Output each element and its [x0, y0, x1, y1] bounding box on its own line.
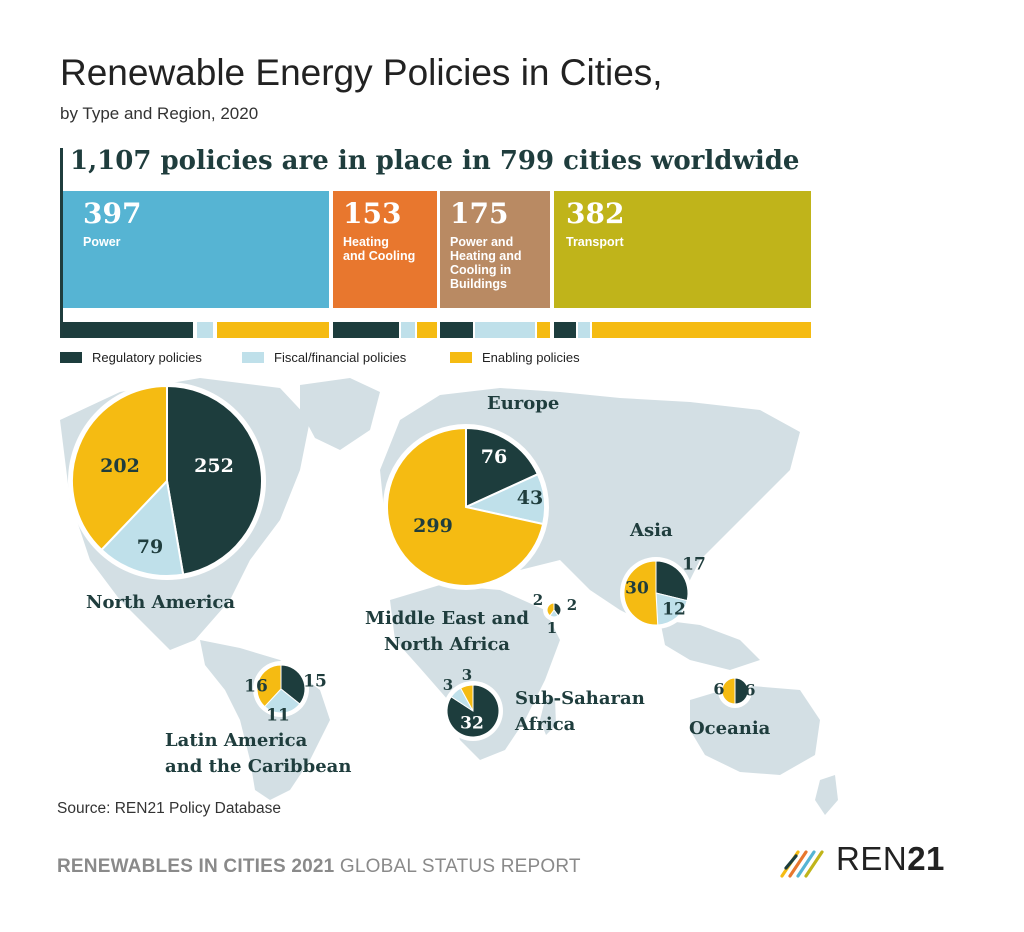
region-label-oceania: Oceania — [689, 718, 771, 739]
legend-swatch — [242, 352, 264, 363]
pie-value-regulatory: 76 — [481, 446, 507, 468]
pie-value-enabling: 202 — [100, 455, 140, 477]
category-value: 175 — [450, 197, 509, 230]
pie-slice-enabling — [546, 602, 555, 617]
pie-value-fiscal: 12 — [662, 600, 686, 620]
chart-title: Renewable Energy Policies in Cities, — [60, 52, 663, 93]
source-note: Source: REN21 Policy Database — [57, 800, 282, 817]
buildings-fiscal-bar — [475, 322, 535, 338]
pie-slice-regulatory — [465, 426, 540, 509]
pie-value-regulatory: 2 — [567, 596, 577, 614]
pie-slice-fiscal — [100, 478, 185, 577]
region-label-europe: Europe — [487, 393, 560, 414]
transport-enabling-bar — [592, 322, 811, 338]
headline-rule — [60, 148, 63, 338]
pie-value-fiscal: 79 — [137, 536, 163, 558]
pie-slice-enabling — [459, 684, 474, 712]
power-fiscal-bar — [197, 322, 213, 338]
pie-slice-enabling — [386, 426, 545, 587]
headline: 1,107 policies are in place in 799 citie… — [70, 146, 800, 176]
pie-slice-enabling — [256, 664, 282, 708]
category-value: 382 — [566, 197, 625, 230]
pie-value-regulatory: 17 — [682, 555, 706, 575]
footer-report-name: RENEWABLES IN CITIES 2021 GLOBAL STATUS … — [57, 856, 581, 877]
category-value: 397 — [83, 197, 142, 230]
greenland-shape — [300, 378, 380, 450]
category-buildings: 175 Power and Heating and Cooling in Buildi… — [440, 191, 550, 308]
pie-value-enabling: 2 — [533, 591, 543, 609]
pie-value-regulatory: 32 — [460, 714, 484, 734]
transport-regulatory-bar — [554, 322, 576, 338]
pie-value-fiscal: 43 — [517, 487, 543, 509]
category-label: Heating and Cooling — [343, 235, 416, 263]
region-label-sub-saharan-africa: Sub-Saharan Africa — [515, 688, 645, 735]
heating-fiscal-bar — [401, 322, 415, 338]
pie-value-fiscal: 1 — [547, 619, 557, 637]
pie-slice-enabling — [623, 560, 659, 626]
chart-subtitle: by Type and Region, 2020 — [60, 104, 259, 123]
category-label: Transport — [566, 235, 624, 249]
pie-value-enabling: 299 — [413, 515, 453, 537]
legend-swatch — [450, 352, 472, 363]
buildings-enabling-bar — [537, 322, 550, 338]
region-label-north-america: North America — [86, 592, 236, 613]
category-value: 153 — [343, 197, 402, 230]
southeast-asia-shape — [660, 620, 760, 670]
region-label-mena: Middle East and North Africa — [365, 608, 529, 655]
category-label: Power — [83, 235, 121, 249]
pie-slice-regulatory — [280, 664, 306, 705]
buildings-regulatory-bar — [440, 322, 473, 338]
pie-value-fiscal: 3 — [462, 666, 472, 684]
pie-value-regulatory: 15 — [303, 672, 327, 692]
pie-slice-regulatory — [734, 677, 749, 705]
ren21-logo-icon — [780, 850, 824, 878]
new-zealand-shape — [815, 775, 838, 815]
heating-regulatory-bar — [333, 322, 399, 338]
region-pies — [68, 382, 752, 741]
pie-slice-enabling — [71, 384, 168, 552]
pie-value-enabling: 16 — [244, 677, 268, 697]
category-power: 397 Power — [63, 191, 329, 308]
region-label-asia: Asia — [630, 520, 673, 541]
ren21-logo-text: REN21 — [836, 840, 945, 877]
transport-fiscal-bar — [578, 322, 590, 338]
pie-value-enabling: 3 — [443, 676, 453, 694]
category-label: Power and Heating and Cooling in Buildings — [450, 235, 522, 291]
region-label-latin-america: Latin America and the Caribbean — [165, 730, 352, 777]
australia-shape — [690, 685, 820, 775]
pie-slice-regulatory — [655, 560, 689, 602]
pie-value-regulatory: 252 — [194, 455, 234, 477]
pie-slice-enabling — [721, 677, 736, 705]
pie-slice-fiscal — [655, 592, 688, 626]
legend-swatch — [60, 352, 82, 363]
pie-value-enabling: 30 — [625, 579, 649, 599]
power-regulatory-bar — [63, 322, 193, 338]
heating-enabling-bar — [417, 322, 437, 338]
pie-value-regulatory: 6 — [744, 681, 755, 700]
madagascar-shape — [540, 698, 556, 735]
africa-shape — [390, 585, 560, 760]
pie-value-fiscal: 11 — [266, 706, 290, 726]
pie-slice-regulatory — [166, 384, 263, 576]
category-heating-cooling: 153 Heating and Cooling — [333, 191, 437, 308]
power-enabling-bar — [217, 322, 329, 338]
pie-value-enabling: 6 — [713, 680, 724, 699]
pie-slice-fiscal — [263, 688, 301, 714]
category-transport: 382 Transport — [554, 191, 811, 308]
